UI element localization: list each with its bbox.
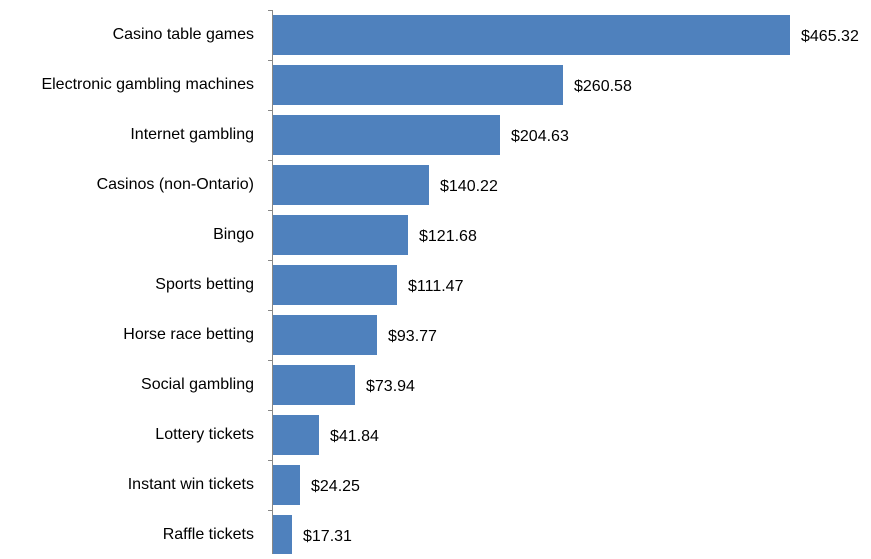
data-label: $140.22 — [440, 178, 498, 195]
axis-layer — [268, 10, 273, 559]
bar — [273, 215, 408, 255]
data-label: $204.63 — [511, 128, 569, 145]
bar — [273, 515, 292, 555]
data-label: $73.94 — [366, 378, 415, 395]
category-label: Social gambling — [141, 376, 254, 393]
category-label: Lottery tickets — [155, 426, 254, 443]
labels-layer: Casino table games $465.32 Electronic gamb… — [41, 26, 858, 545]
data-label: $260.58 — [574, 78, 632, 95]
bar — [273, 165, 429, 205]
bar — [273, 315, 377, 355]
category-label: Casinos (non-Ontario) — [97, 176, 254, 193]
bar — [273, 15, 790, 55]
bar — [273, 265, 397, 305]
category-label: Instant win tickets — [128, 476, 254, 493]
category-label: Sports betting — [155, 276, 254, 293]
bar — [273, 65, 563, 105]
data-label: $41.84 — [330, 428, 379, 445]
category-label: Raffle tickets — [163, 526, 254, 543]
bar — [273, 365, 355, 405]
category-label: Casino table games — [113, 26, 254, 43]
data-label: $121.68 — [419, 228, 477, 245]
bar — [273, 115, 500, 155]
data-label: $17.31 — [303, 528, 352, 545]
bar — [273, 465, 300, 505]
data-label: $93.77 — [388, 328, 437, 345]
data-label: $111.47 — [408, 278, 464, 295]
bar — [273, 415, 319, 455]
bars-layer — [273, 15, 790, 555]
category-label: Electronic gambling machines — [41, 76, 254, 93]
category-label: Horse race betting — [123, 326, 254, 343]
data-label: $24.25 — [311, 478, 360, 495]
category-label: Bingo — [213, 226, 254, 243]
data-label: $465.32 — [801, 28, 859, 45]
category-label: Internet gambling — [130, 126, 254, 143]
